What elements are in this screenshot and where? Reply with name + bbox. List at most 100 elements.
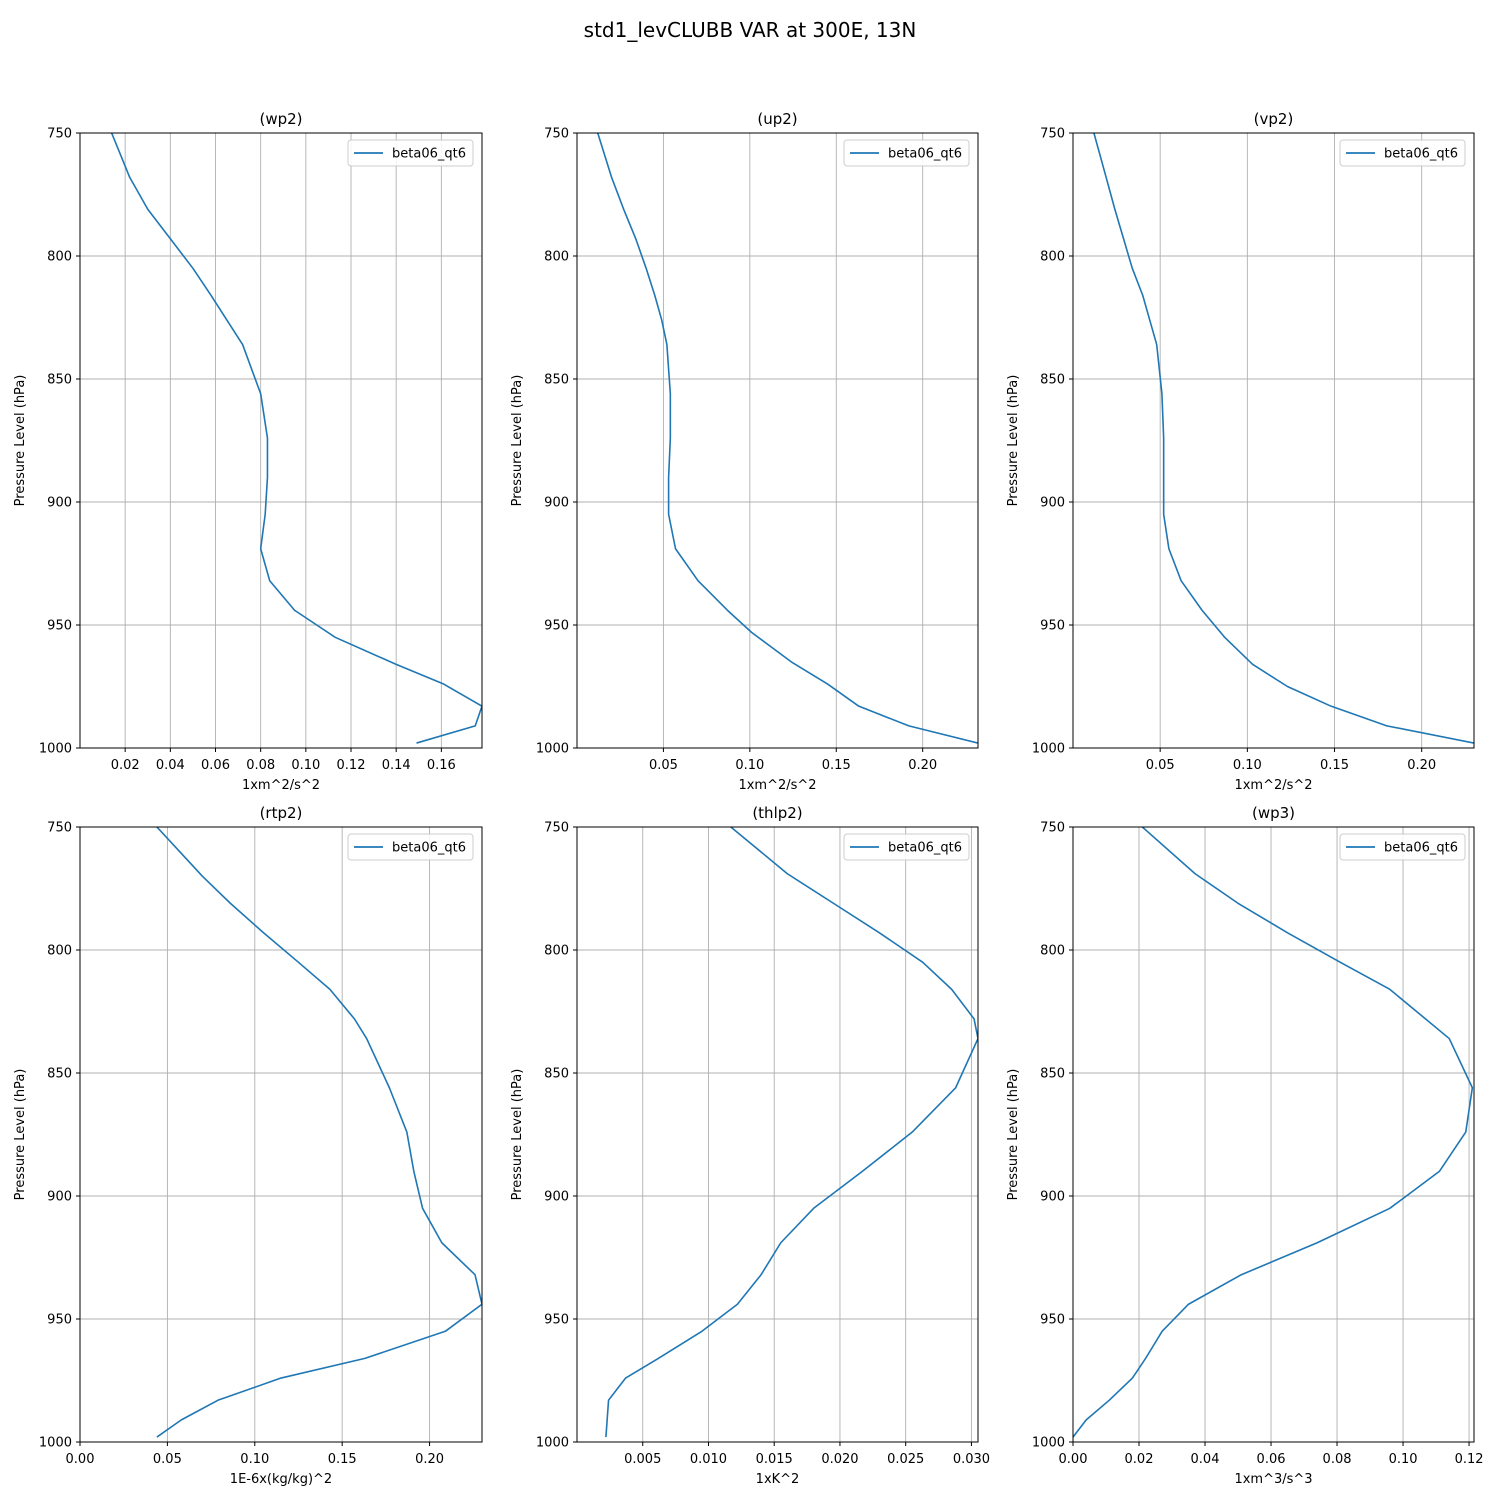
y-tick-label: 800 bbox=[1040, 944, 1065, 959]
y-axis-label: Pressure Level (hPa) bbox=[1006, 375, 1021, 507]
y-tick-label: 850 bbox=[1040, 373, 1065, 388]
axes-frame bbox=[79, 132, 483, 749]
x-tick-label: 0.00 bbox=[66, 1452, 95, 1467]
axes-frame bbox=[1072, 826, 1475, 1443]
y-tick-label: 750 bbox=[1040, 821, 1065, 836]
y-tick-label: 750 bbox=[47, 127, 72, 142]
subplot-title: (thlp2) bbox=[752, 804, 802, 822]
legend: beta06_qt6 bbox=[843, 139, 970, 167]
series-line-beta06_qt6 bbox=[110, 133, 482, 744]
subplot-1: 0.02 0.04 0.06 0.08 0.10 0.12 0.14 0.16 750 800 85… bbox=[13, 110, 483, 793]
legend-box bbox=[843, 833, 970, 861]
subplot-title: (vp2) bbox=[1254, 110, 1294, 128]
y-tick-label: 950 bbox=[544, 619, 569, 634]
legend-box bbox=[843, 139, 970, 167]
y-tick-label: 1000 bbox=[536, 742, 569, 757]
x-tick-label: 0.015 bbox=[756, 1452, 793, 1467]
x-tick-label: 0.10 bbox=[240, 1452, 269, 1467]
y-tick-label: 750 bbox=[544, 821, 569, 836]
x-tick-label: 0.06 bbox=[201, 758, 230, 773]
x-tick-label: 0.20 bbox=[908, 758, 937, 773]
legend-entry-label: beta06_qt6 bbox=[1384, 147, 1458, 162]
y-axis-label: Pressure Level (hPa) bbox=[13, 1069, 28, 1201]
legend: beta06_qt6 bbox=[843, 833, 970, 861]
legend: beta06_qt6 bbox=[347, 833, 474, 861]
subplots: 0.02 0.04 0.06 0.08 0.10 0.12 0.14 0.16 750 800 85… bbox=[13, 110, 1484, 1487]
y-tick-label: 950 bbox=[544, 1313, 569, 1328]
x-axis-label: 1xK^2 bbox=[756, 1472, 800, 1487]
x-tick-label: 0.02 bbox=[1125, 1452, 1154, 1467]
axes-frame bbox=[1072, 132, 1475, 749]
x-tick-label: 0.14 bbox=[382, 758, 411, 773]
y-tick-label: 800 bbox=[544, 944, 569, 959]
x-tick-label: 0.05 bbox=[1146, 758, 1175, 773]
y-tick-label: 950 bbox=[1040, 619, 1065, 634]
x-tick-label: 0.08 bbox=[1323, 1452, 1352, 1467]
y-tick-label: 900 bbox=[47, 1190, 72, 1205]
x-tick-label: 0.04 bbox=[156, 758, 185, 773]
y-tick-label: 950 bbox=[47, 619, 72, 634]
y-axis-label: Pressure Level (hPa) bbox=[13, 375, 28, 507]
x-tick-label: 0.16 bbox=[427, 758, 456, 773]
x-tick-label: 0.10 bbox=[735, 758, 764, 773]
y-tick-label: 850 bbox=[47, 373, 72, 388]
legend-entry-label: beta06_qt6 bbox=[392, 147, 466, 162]
subplot-title: (rtp2) bbox=[260, 804, 303, 822]
y-tick-label: 900 bbox=[544, 1190, 569, 1205]
subplot-title: (up2) bbox=[757, 110, 797, 128]
y-tick-label: 800 bbox=[1040, 250, 1065, 265]
y-tick-label: 800 bbox=[47, 944, 72, 959]
y-tick-label: 1000 bbox=[39, 742, 72, 757]
x-axis-label: 1xm^3/s^3 bbox=[1234, 1472, 1312, 1487]
x-tick-label: 0.010 bbox=[690, 1452, 727, 1467]
x-tick-label: 0.20 bbox=[1407, 758, 1436, 773]
x-tick-label: 0.10 bbox=[291, 758, 320, 773]
legend-box bbox=[1339, 139, 1466, 167]
y-tick-label: 1000 bbox=[39, 1436, 72, 1451]
legend-box bbox=[1339, 833, 1466, 861]
y-tick-label: 850 bbox=[47, 1067, 72, 1082]
x-axis-label: 1xm^2/s^2 bbox=[242, 778, 320, 793]
x-tick-label: 0.15 bbox=[328, 1452, 357, 1467]
x-tick-label: 0.00 bbox=[1059, 1452, 1088, 1467]
x-axis-label: 1xm^2/s^2 bbox=[738, 778, 816, 793]
subplot-4: 0.00 0.05 0.10 0.15 0.20 750 800 850 900 950 1000 (… bbox=[13, 804, 483, 1487]
subplot-6: 0.00 0.02 0.04 0.06 0.08 0.10 0.12 750 800 850 900… bbox=[1006, 804, 1484, 1487]
legend: beta06_qt6 bbox=[1339, 833, 1466, 861]
y-tick-label: 900 bbox=[544, 496, 569, 511]
subplot-title: (wp3) bbox=[1252, 804, 1295, 822]
y-tick-label: 950 bbox=[1040, 1313, 1065, 1328]
series-line-beta06_qt6 bbox=[1093, 133, 1474, 744]
legend-entry-label: beta06_qt6 bbox=[392, 841, 466, 856]
x-tick-label: 0.020 bbox=[821, 1452, 858, 1467]
y-tick-label: 750 bbox=[47, 821, 72, 836]
series-line-beta06_qt6 bbox=[596, 133, 978, 744]
x-tick-label: 0.08 bbox=[246, 758, 275, 773]
legend-entry-label: beta06_qt6 bbox=[1384, 841, 1458, 856]
series-line-beta06_qt6 bbox=[1073, 827, 1474, 1438]
y-tick-label: 950 bbox=[47, 1313, 72, 1328]
y-axis-label: Pressure Level (hPa) bbox=[510, 375, 525, 507]
x-tick-label: 0.10 bbox=[1233, 758, 1262, 773]
legend-box bbox=[347, 139, 474, 167]
x-tick-label: 0.025 bbox=[887, 1452, 924, 1467]
x-tick-label: 0.02 bbox=[111, 758, 140, 773]
x-tick-label: 0.15 bbox=[822, 758, 851, 773]
x-axis-label: 1E-6x(kg/kg)^2 bbox=[230, 1472, 332, 1487]
y-tick-label: 800 bbox=[47, 250, 72, 265]
legend: beta06_qt6 bbox=[1339, 139, 1466, 167]
y-axis-label: Pressure Level (hPa) bbox=[510, 1069, 525, 1201]
x-tick-label: 0.05 bbox=[649, 758, 678, 773]
x-tick-label: 0.06 bbox=[1257, 1452, 1286, 1467]
axes-frame bbox=[576, 826, 979, 1443]
x-tick-label: 0.10 bbox=[1389, 1452, 1418, 1467]
x-tick-label: 0.20 bbox=[415, 1452, 444, 1467]
y-tick-label: 900 bbox=[47, 496, 72, 511]
subplot-3: 0.05 0.10 0.15 0.20 750 800 850 900 950 1000 (vp2)… bbox=[1006, 110, 1475, 793]
subplot-5: 0.005 0.010 0.015 0.020 0.025 0.030 750 800 850 9… bbox=[510, 804, 990, 1487]
y-tick-label: 850 bbox=[544, 1067, 569, 1082]
axes-frame bbox=[79, 826, 483, 1443]
legend-entry-label: beta06_qt6 bbox=[888, 147, 962, 162]
subplot-2: 0.05 0.10 0.15 0.20 750 800 850 900 950 1000 (up2)… bbox=[510, 110, 979, 793]
